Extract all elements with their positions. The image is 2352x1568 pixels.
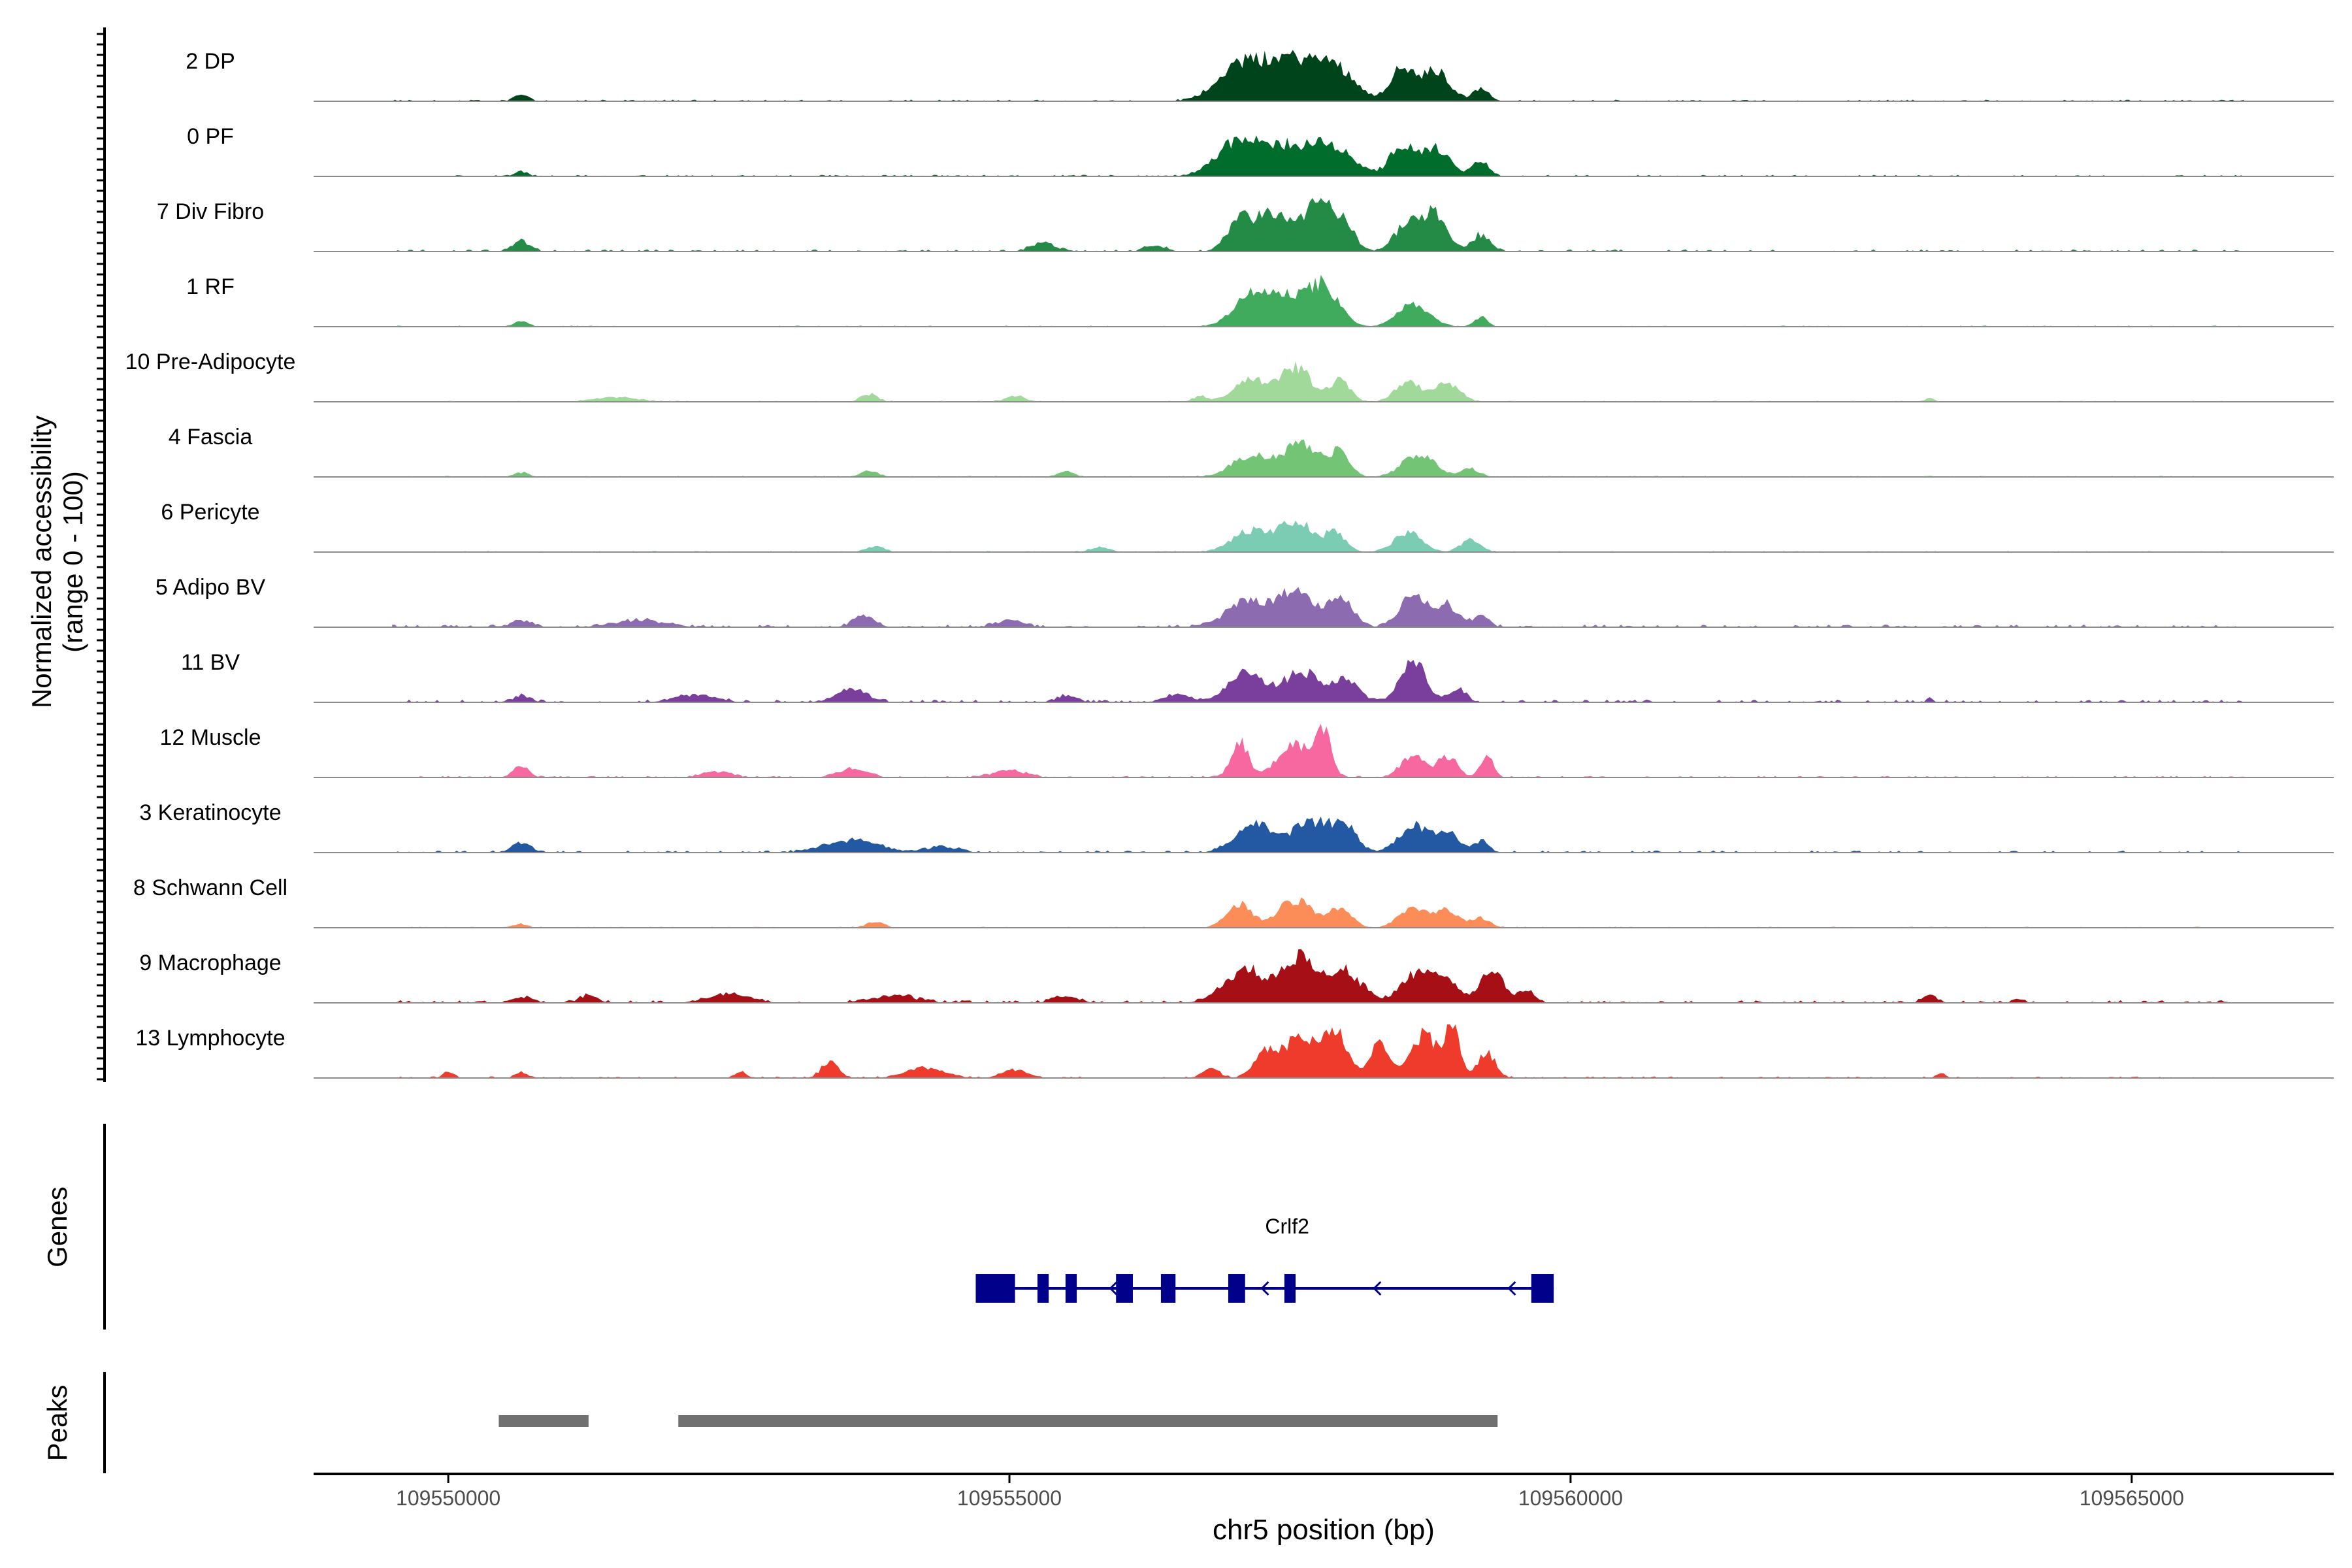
y-axis-title: Normalized accessibility (range 0 - 100) (26, 416, 88, 708)
peak-bars (498, 1415, 1498, 1427)
track-label: 3 Keratinocyte (139, 800, 281, 825)
track-2-dp: 2 DP (186, 49, 2334, 102)
track-13-lymphocyte: 13 Lymphocyte (135, 1024, 2334, 1079)
track-0-pf: 0 PF (187, 124, 2334, 177)
gene-exon (1116, 1274, 1133, 1303)
track-11-bv: 11 BV (181, 650, 2334, 703)
track-label: 5 Adipo BV (155, 575, 266, 600)
track-label: 13 Lymphocyte (135, 1026, 285, 1051)
peaks-panel: Peaks (42, 1372, 1498, 1473)
coverage-area (392, 439, 2244, 477)
track-label: 7 Div Fibro (157, 199, 264, 224)
gene-exon (1228, 1274, 1245, 1303)
x-tick-label: 109565000 (2080, 1486, 2184, 1510)
track-4-fascia: 4 Fascia (169, 425, 2334, 478)
gene-exon (975, 1274, 1015, 1303)
track-12-muscle: 12 Muscle (160, 724, 2334, 778)
x-tick-label: 109555000 (957, 1486, 1062, 1510)
coverage-area (392, 50, 2244, 101)
track-label: 1 RF (186, 274, 235, 299)
gene-models: Crlf2 (975, 1215, 1554, 1303)
track-label: 8 Schwann Cell (133, 875, 287, 900)
peak-bar (498, 1415, 589, 1427)
track-7-div-fibro: 7 Div Fibro (157, 198, 2334, 252)
genes-panel: Genes Crlf2 (42, 1124, 1554, 1330)
track-8-schwann-cell: 8 Schwann Cell (133, 875, 2334, 928)
coverage-area (392, 897, 2244, 928)
strand-arrow (1373, 1281, 1382, 1296)
x-axis-title: chr5 position (bp) (1213, 1514, 1435, 1546)
coverage-area (392, 361, 2244, 402)
peak-bar (678, 1415, 1498, 1427)
track-5-adipo-bv: 5 Adipo BV (155, 575, 2334, 628)
coverage-area (392, 274, 2244, 327)
track-label: 2 DP (186, 49, 235, 74)
strand-arrow (1507, 1281, 1516, 1296)
strand-arrow (1109, 1281, 1118, 1296)
gene-exon (1284, 1274, 1296, 1303)
track-label: 12 Muscle (160, 725, 261, 750)
y-axis-title-line2: (range 0 - 100) (57, 471, 88, 653)
gene-exon (1531, 1274, 1554, 1303)
coverage-area (392, 724, 2244, 777)
coverage-area (392, 520, 2244, 552)
track-10-pre-adipocyte: 10 Pre-Adipocyte (125, 350, 2334, 402)
genes-panel-label: Genes (42, 1186, 73, 1267)
x-axis: 109550000 109555000 109560000 109565000 chr… (314, 1473, 2334, 1546)
coverage-tracks: 2 DP 0 PF 7 Div Fibro 1 RF 10 Pre-Adipocyte 4… (125, 49, 2334, 1079)
coverage-area (392, 587, 2244, 627)
peaks-panel-label: Peaks (42, 1385, 73, 1462)
coverage-area (392, 135, 2244, 176)
coverage-area (392, 1024, 2244, 1078)
x-tick-label: 109560000 (1518, 1486, 1623, 1510)
track-label: 10 Pre-Adipocyte (125, 350, 296, 374)
track-1-rf: 1 RF (186, 274, 2334, 327)
gene-exon (1065, 1274, 1077, 1303)
track-label: 9 Macrophage (139, 951, 281, 975)
x-tick-label: 109550000 (396, 1486, 500, 1510)
track-label: 11 BV (181, 650, 240, 675)
coverage-area (392, 816, 2244, 853)
track-6-pericyte: 6 Pericyte (161, 500, 2334, 553)
coverage-area (392, 949, 2244, 1003)
track-9-macrophage: 9 Macrophage (139, 949, 2334, 1004)
gene-exon (1160, 1274, 1176, 1303)
coverage-area (392, 659, 2244, 702)
gene-exon (1037, 1274, 1049, 1303)
strand-arrow (1260, 1281, 1269, 1296)
track-label: 4 Fascia (169, 425, 253, 449)
track-label: 6 Pericyte (161, 500, 259, 525)
y-axis (97, 27, 106, 1082)
track-label: 0 PF (187, 124, 234, 149)
coverage-area (392, 198, 2244, 252)
y-axis-title-line1: Normalized accessibility (26, 416, 57, 708)
gene-name-label: Crlf2 (1265, 1215, 1309, 1238)
x-ticks: 109550000 109555000 109560000 109565000 (396, 1474, 2184, 1510)
gene-crlf2: Crlf2 (975, 1215, 1554, 1303)
track-3-keratinocyte: 3 Keratinocyte (139, 800, 2334, 853)
